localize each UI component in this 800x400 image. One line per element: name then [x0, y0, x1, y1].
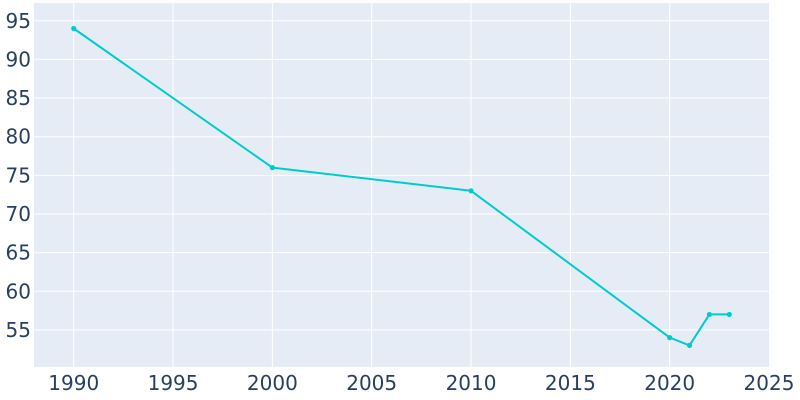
x-tick-label: 2010 — [446, 371, 497, 395]
y-tick-label: 95 — [6, 9, 31, 33]
x-axis-tick-labels: 1990 1995 2000 2005 2010 2015 2020 2025 — [48, 371, 794, 395]
data-point — [71, 25, 77, 32]
y-gridlines — [34, 20, 769, 331]
x-tick-label: 2000 — [247, 371, 298, 395]
x-tick-label: 1990 — [48, 371, 99, 395]
x-gridlines — [73, 3, 671, 367]
y-tick-label: 75 — [6, 163, 31, 187]
data-point — [726, 311, 732, 318]
data-point — [686, 342, 693, 348]
series-layer — [71, 25, 732, 348]
data-point — [468, 188, 474, 194]
y-tick-label: 85 — [6, 86, 31, 110]
x-tick-label: 2005 — [346, 371, 397, 395]
data-point — [667, 335, 673, 341]
y-axis-tick-labels: 55 60 65 70 75 80 85 90 95 — [6, 9, 31, 342]
y-tick-label: 55 — [6, 318, 31, 342]
x-tick-label: 2015 — [545, 371, 596, 395]
y-tick-label: 60 — [6, 279, 31, 303]
plot-area — [34, 3, 769, 367]
x-tick-label: 2020 — [644, 371, 695, 395]
x-tick-label: 1995 — [148, 371, 199, 395]
x-tick-label: 2025 — [744, 371, 795, 395]
y-tick-label: 65 — [6, 241, 31, 265]
data-point — [706, 311, 713, 318]
y-tick-label: 90 — [6, 47, 31, 71]
y-tick-label: 70 — [6, 202, 31, 226]
y-tick-label: 80 — [6, 125, 31, 149]
data-point — [269, 165, 275, 171]
